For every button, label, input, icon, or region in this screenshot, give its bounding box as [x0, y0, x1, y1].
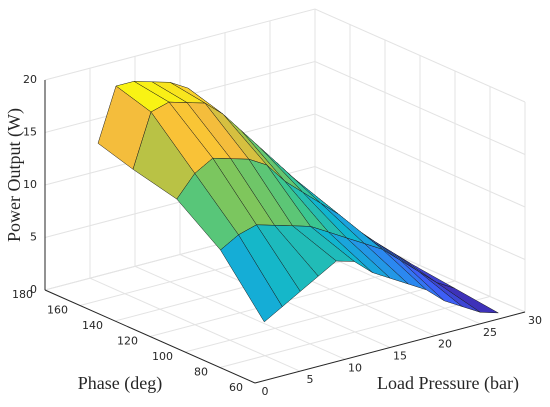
y-tick-label: 80	[194, 366, 208, 379]
y-tick-label: 100	[152, 350, 173, 363]
x-tick-label: 25	[483, 326, 497, 339]
z-tick-label: 0	[30, 283, 37, 296]
x-tick-label: 10	[348, 361, 362, 374]
y-tick-label: 60	[229, 381, 243, 394]
y-tick-label: 180	[12, 288, 33, 301]
z-axis-label: Power Output (W)	[4, 108, 25, 242]
grid-line	[149, 55, 421, 337]
x-tick-label: 20	[438, 338, 452, 351]
y-tick-label: 160	[47, 304, 68, 317]
x-tick-label: 5	[307, 373, 314, 386]
x-tick-label: 30	[528, 314, 542, 327]
x-tick-label: 15	[393, 350, 407, 363]
grid-line	[219, 86, 491, 368]
z-tick-label: 15	[23, 126, 37, 139]
z-tick-label: 5	[30, 231, 37, 244]
y-tick-label: 120	[117, 335, 138, 348]
surface-face	[220, 234, 283, 323]
axis-line	[44, 289, 256, 384]
axis-line	[254, 311, 526, 384]
y-axis-label: Phase (deg)	[78, 373, 162, 394]
z-tick-label: 20	[23, 73, 37, 86]
x-axis-label: Load Pressure (bar)	[377, 373, 519, 394]
z-tick-label: 10	[23, 178, 37, 191]
x-tick-label: 0	[262, 385, 269, 398]
y-tick-label: 140	[82, 319, 103, 332]
grid-line	[184, 71, 456, 353]
surface-face	[418, 271, 481, 313]
